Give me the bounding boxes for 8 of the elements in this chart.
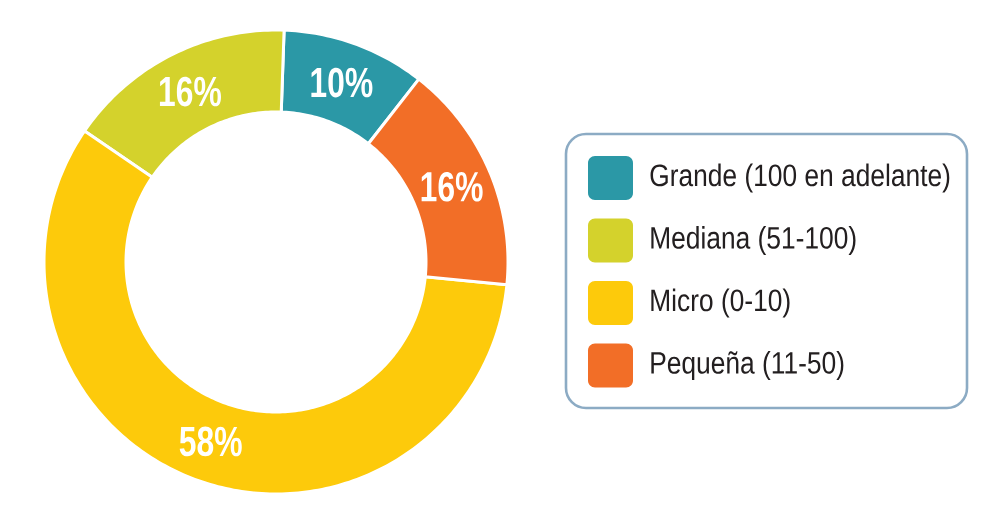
- data-label: 16%: [421, 171, 483, 202]
- data-label: 10%: [311, 67, 373, 98]
- legend-label: Micro (0-10): [651, 288, 790, 318]
- legend-label: Grande (100 en adelante): [650, 163, 950, 193]
- legend-label: Pequeña (11-50): [651, 351, 844, 380]
- legend-label: Mediana (51-100): [651, 226, 856, 255]
- data-label: 16%: [159, 76, 221, 107]
- data-label: 58%: [179, 426, 242, 457]
